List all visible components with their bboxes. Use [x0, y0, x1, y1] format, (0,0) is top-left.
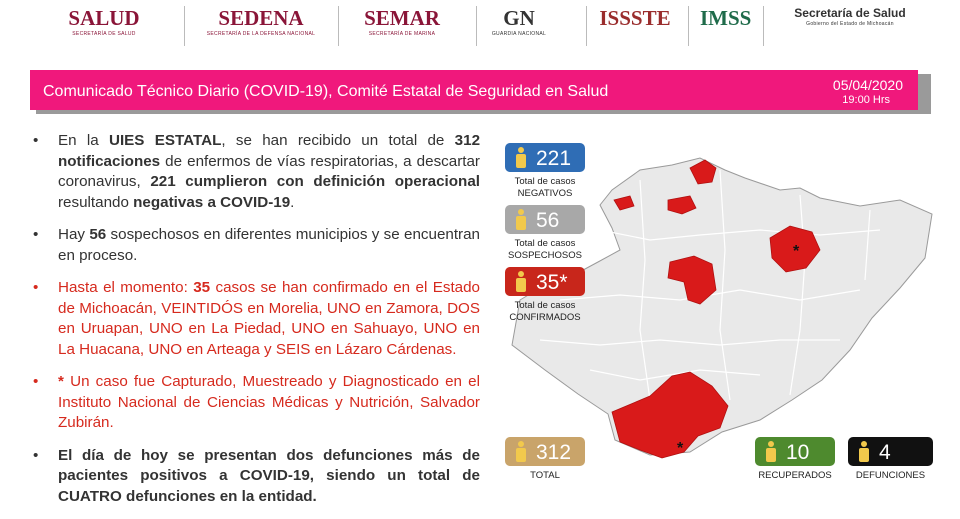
text: Hay	[58, 226, 90, 243]
bullet-item: * Un caso fue Capturado, Muestreado y Di…	[30, 372, 480, 434]
bullet-item: El día de hoy se presentan dos defuncion…	[30, 446, 480, 508]
logo-subtitle: SECRETARÍA DE LA DEFENSA NACIONAL	[206, 31, 316, 37]
separator	[586, 6, 587, 46]
person-icon-head	[768, 441, 774, 447]
stat-card: 312 TOTAL	[505, 437, 585, 481]
text: , se han recibido un total de	[221, 132, 455, 149]
bullet-item: Hay 56 sospechosos en diferentes municip…	[30, 225, 480, 266]
text: de enfermos de vías respiratorias, a des…	[58, 152, 480, 191]
stat-card: 10 RECUPERADOS	[755, 437, 835, 481]
stat-label: Total de casos	[515, 176, 576, 187]
bold-text: UIES ESTATAL	[108, 132, 222, 149]
bullet-list: En la UIES ESTATAL, se han recibido un t…	[30, 131, 480, 519]
logo-name: SEMAR	[364, 6, 440, 30]
text: resultando	[58, 193, 134, 211]
logo: ISSSTE	[598, 6, 672, 46]
bold-text: negativas a COVID-19	[133, 193, 291, 211]
map-marker: *	[677, 440, 684, 457]
person-icon-body	[859, 448, 869, 462]
separator	[338, 6, 339, 46]
person-icon-body	[516, 154, 526, 168]
bold-text: *	[58, 373, 64, 390]
logo-subtitle: SECRETARÍA DE SALUD	[72, 31, 136, 37]
person-icon-body	[766, 448, 776, 462]
logo: SEDENA SECRETARÍA DE LA DEFENSA NACIONAL	[196, 6, 326, 46]
person-icon-head	[518, 147, 524, 153]
map-marker: *	[793, 243, 800, 260]
person-icon-head	[861, 441, 867, 447]
person-icon-head	[518, 441, 524, 447]
logo-name: IMSS	[700, 6, 752, 30]
bold-text: El día de hoy se presentan dos defuncion…	[58, 446, 480, 505]
stat-card: 4 DEFUNCIONES	[848, 437, 933, 481]
stat-label: DEFUNCIONES	[856, 470, 925, 481]
bold-text: 56	[89, 226, 107, 243]
confirmed-areas	[611, 159, 821, 459]
text: .	[290, 193, 295, 211]
bold-text: 312 notificaciones	[58, 132, 481, 170]
logo-name: Secretaría de Salud	[794, 6, 906, 20]
banner-title: Comunicado Técnico Diario (COVID-19), Co…	[43, 83, 609, 100]
logo: GN GUARDIA NACIONAL	[488, 6, 550, 46]
bold-text: 35	[193, 279, 211, 296]
stat-label: RECUPERADOS	[758, 470, 831, 481]
logo: Secretaría de Salud Gobierno del Estado d…	[775, 6, 925, 46]
logo-name: SALUD	[68, 6, 140, 30]
bold-text: 221 cumplieron con definición operaciona…	[150, 173, 480, 190]
stat-label: SOSPECHOSOS	[508, 250, 582, 261]
stat-label: TOTAL	[530, 470, 560, 481]
logo-name: ISSSTE	[599, 6, 671, 30]
text: sospechosos en diferentes municipios y s…	[58, 226, 481, 264]
stat-value: 221	[536, 147, 571, 170]
stat-box	[848, 437, 933, 466]
separator	[763, 6, 764, 46]
banner-date: 05/04/2020	[832, 77, 903, 93]
person-icon-head	[518, 209, 524, 215]
stat-label: CONFIRMADOS	[509, 312, 580, 323]
stat-value: 35*	[536, 271, 568, 294]
logo-name: SEDENA	[218, 6, 304, 30]
logo: SEMAR SECRETARÍA DE MARINA	[350, 6, 454, 46]
person-icon-body	[516, 448, 526, 462]
person-icon-body	[516, 216, 526, 230]
stat-label: Total de casos	[515, 238, 576, 249]
logo: SALUD SECRETARÍA DE SALUD	[42, 6, 166, 46]
map	[511, 157, 933, 459]
text: casos se han confirmado en el Estado de …	[58, 279, 481, 358]
stat-label: NEGATIVOS	[518, 188, 573, 199]
bullet-item: Hasta el momento: 35 casos se han confir…	[30, 278, 480, 360]
logo-subtitle: SECRETARÍA DE MARINA	[368, 31, 436, 37]
stat-value: 10	[786, 441, 809, 464]
header: SALUD SECRETARÍA DE SALUD SEDENA SECRETARÍA…	[0, 0, 960, 58]
text: En la	[58, 132, 109, 149]
logo: IMSS	[700, 6, 752, 46]
stat-label: Total de casos	[515, 300, 576, 311]
logo-name: GN	[503, 6, 535, 30]
person-icon-body	[516, 278, 526, 292]
text: Hasta el momento:	[58, 279, 194, 296]
separator	[184, 6, 185, 46]
bullet-item: En la UIES ESTATAL, se han recibido un t…	[30, 131, 480, 213]
stat-value: 4	[879, 441, 891, 464]
banner: Comunicado Técnico Diario (COVID-19), Co…	[30, 70, 918, 110]
logo-subtitle: Gobierno del Estado de Michoacán	[806, 21, 894, 27]
text: Un caso fue Capturado, Muestreado y Diag…	[58, 373, 480, 431]
person-icon-head	[518, 271, 524, 277]
stat-value: 312	[536, 441, 571, 464]
stat-value: 56	[536, 209, 559, 232]
logo-subtitle: GUARDIA NACIONAL	[491, 31, 547, 37]
separator	[688, 6, 689, 46]
separator	[476, 6, 477, 46]
banner-time: 19:00 Hrs	[842, 94, 890, 106]
